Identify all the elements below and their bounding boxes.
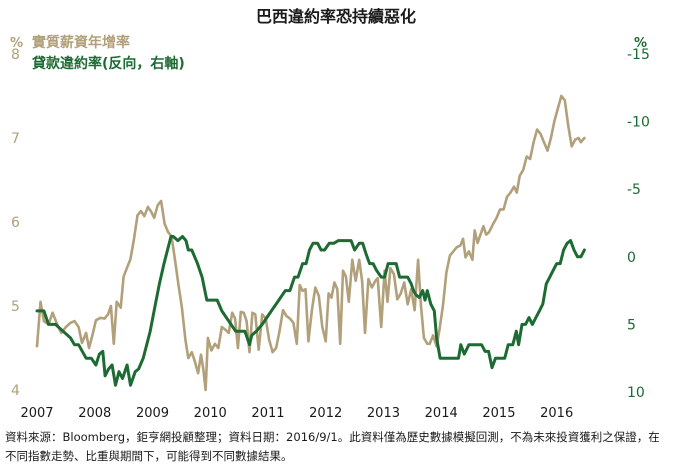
left-axis: 4 5 6 7 8 bbox=[11, 47, 20, 399]
right-axis: -15 -10 -5 0 5 10 bbox=[627, 47, 650, 401]
legend-default-rate: 貸款違約率(反向，右軸) bbox=[31, 55, 185, 72]
x-tick-label: 2014 bbox=[425, 406, 458, 421]
left-tick-label: 7 bbox=[11, 131, 20, 147]
wage-growth-line bbox=[35, 94, 586, 392]
right-tick-label: -5 bbox=[627, 182, 641, 198]
right-tick-label: -15 bbox=[627, 47, 650, 63]
x-tick-label: 2010 bbox=[194, 406, 227, 421]
x-tick-label: 2011 bbox=[251, 406, 284, 421]
right-tick-label: 0 bbox=[627, 250, 636, 266]
source-note: 資料來源：Bloomberg，鉅亨網投顧整理；資料日期：2016/9/1。此資料… bbox=[5, 430, 660, 463]
left-axis-unit: % bbox=[10, 36, 23, 51]
x-tick-label: 2012 bbox=[309, 406, 342, 421]
chart: 巴西違約率恐持續惡化 % % 實質薪資年增率 貸款違約率(反向，右軸) 4 5 6 7… bbox=[10, 7, 650, 421]
x-tick-label: 2007 bbox=[20, 406, 53, 421]
x-tick-label: 2015 bbox=[482, 406, 515, 421]
default-rate-line bbox=[35, 235, 586, 387]
left-tick-label: 5 bbox=[11, 299, 20, 315]
x-axis: 2007 2008 2009 2010 2011 2012 2013 2014 2015 2016 bbox=[20, 406, 573, 421]
left-tick-label: 6 bbox=[11, 215, 20, 231]
chart-title: 巴西違約率恐持續惡化 bbox=[256, 7, 416, 26]
x-tick-label: 2009 bbox=[136, 406, 169, 421]
legend-wage: 實質薪資年增率 bbox=[32, 34, 130, 51]
left-tick-label: 4 bbox=[11, 383, 20, 399]
x-tick-label: 2016 bbox=[540, 406, 573, 421]
x-tick-label: 2008 bbox=[78, 406, 111, 421]
x-tick-label: 2013 bbox=[367, 406, 400, 421]
right-tick-label: 10 bbox=[627, 385, 645, 401]
right-axis-unit: % bbox=[634, 36, 647, 51]
right-tick-label: 5 bbox=[627, 317, 636, 333]
left-tick-label: 8 bbox=[11, 47, 20, 63]
series bbox=[35, 94, 586, 392]
right-tick-label: -10 bbox=[627, 115, 650, 131]
